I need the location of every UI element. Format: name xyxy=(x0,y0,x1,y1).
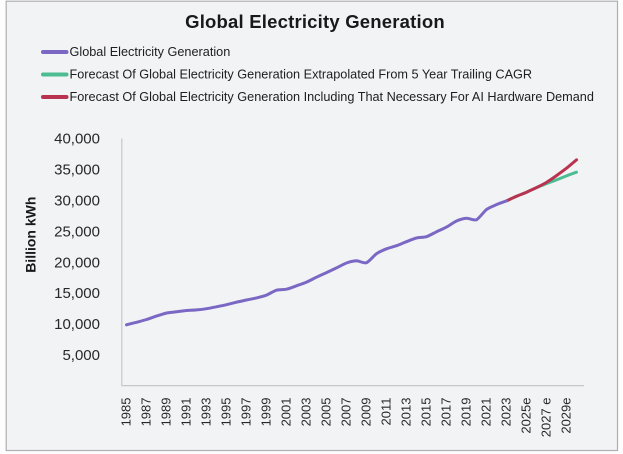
svg-text:2001: 2001 xyxy=(279,398,294,427)
svg-text:15,000: 15,000 xyxy=(54,285,100,302)
svg-text:1995: 1995 xyxy=(219,398,234,427)
svg-text:2013: 2013 xyxy=(399,398,414,427)
svg-text:2009: 2009 xyxy=(359,398,374,427)
svg-text:5,000: 5,000 xyxy=(62,347,100,364)
svg-text:2015: 2015 xyxy=(419,398,434,427)
svg-text:2025e: 2025e xyxy=(519,398,534,434)
svg-text:Forecast Of Global Electricity: Forecast Of Global Electricity Generatio… xyxy=(70,90,594,104)
svg-text:2029e: 2029e xyxy=(559,398,574,434)
svg-text:2011: 2011 xyxy=(379,398,394,426)
svg-text:1989: 1989 xyxy=(159,398,174,427)
svg-text:10,000: 10,000 xyxy=(54,316,100,333)
svg-text:1999: 1999 xyxy=(259,398,274,427)
svg-text:20,000: 20,000 xyxy=(54,254,100,271)
svg-text:1985: 1985 xyxy=(119,398,134,427)
svg-text:2021: 2021 xyxy=(479,398,494,427)
svg-text:Global Electricity Generation: Global Electricity Generation xyxy=(70,45,231,59)
svg-text:Global Electricity Generation: Global Electricity Generation xyxy=(185,11,445,32)
svg-text:2017: 2017 xyxy=(439,398,454,427)
svg-text:2007: 2007 xyxy=(339,398,354,427)
svg-text:Billion kWh: Billion kWh xyxy=(23,197,39,273)
svg-text:Forecast Of Global Electricity: Forecast Of Global Electricity Generatio… xyxy=(70,68,533,82)
svg-text:30,000: 30,000 xyxy=(54,193,100,210)
svg-text:25,000: 25,000 xyxy=(54,223,100,240)
svg-text:2005: 2005 xyxy=(319,398,334,427)
svg-text:1991: 1991 xyxy=(179,398,194,427)
svg-text:2019: 2019 xyxy=(459,398,474,427)
svg-text:1993: 1993 xyxy=(199,398,214,427)
svg-text:35,000: 35,000 xyxy=(54,162,100,179)
svg-text:1987: 1987 xyxy=(139,398,154,427)
svg-text:2027 e: 2027 e xyxy=(539,398,554,438)
svg-text:2023: 2023 xyxy=(499,398,514,427)
svg-text:2003: 2003 xyxy=(299,398,314,427)
svg-text:40,000: 40,000 xyxy=(54,131,100,148)
svg-text:1997: 1997 xyxy=(239,398,254,427)
